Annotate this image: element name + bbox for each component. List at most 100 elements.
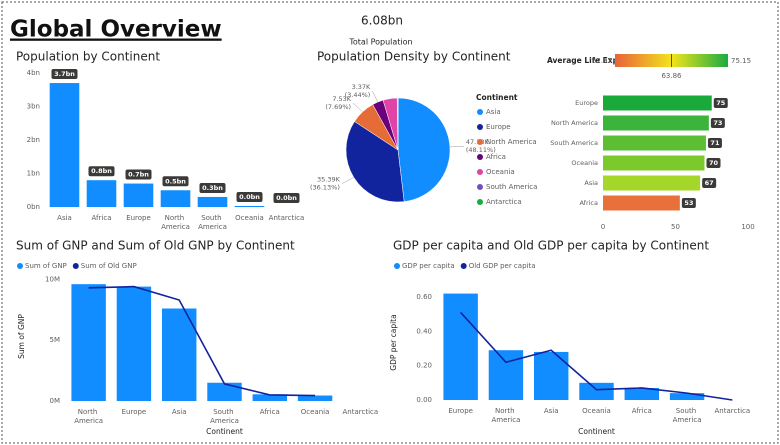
- x-tick-label: Asia: [172, 408, 187, 416]
- value-label: 73: [713, 119, 722, 127]
- x-tick-label: Antarctica: [269, 214, 305, 222]
- slice-percent-label: (3.44%): [345, 91, 371, 99]
- leader-line: [352, 102, 363, 113]
- bar: [579, 382, 614, 400]
- legend-title: Continent: [476, 93, 518, 102]
- legend-label: GDP per capita: [402, 262, 455, 270]
- legend-label: Sum of Old GNP: [81, 262, 137, 270]
- value-label: 3.7bn: [54, 70, 75, 78]
- legend-swatch: [72, 263, 79, 269]
- bar: [71, 284, 106, 401]
- legend-label: Africa: [486, 153, 506, 161]
- legend-swatch: [477, 139, 483, 145]
- value-label-bg: [51, 69, 78, 80]
- y-tick-label: Asia: [584, 179, 598, 187]
- slice-value-label: 3.37K: [352, 83, 371, 91]
- bar: [624, 387, 659, 400]
- value-label-bg: [125, 169, 152, 180]
- y-tick-label: 1bn: [27, 170, 40, 178]
- x-tick-label: Africa: [260, 408, 280, 416]
- bar: [603, 155, 705, 171]
- y-tick-label: 0M: [50, 397, 61, 405]
- y-tick-label: North America: [551, 119, 598, 127]
- chart-title: Population by Continent: [16, 50, 160, 64]
- bar: [534, 351, 569, 400]
- bar: [207, 382, 242, 401]
- leader-line: [372, 90, 379, 103]
- value-label-bg: [199, 182, 226, 193]
- x-axis-title: Continent: [206, 427, 243, 436]
- legend-swatch: [477, 154, 483, 160]
- x-tick-label: Oceania: [235, 214, 264, 222]
- x-tick-label: North America: [161, 214, 190, 231]
- value-label: 53: [684, 199, 693, 207]
- bar: [603, 115, 709, 131]
- legend-label: Asia: [486, 108, 501, 116]
- value-label-bg: [162, 176, 189, 187]
- legend-label: Sum of GNP: [25, 262, 67, 270]
- x-tick-label: Europe: [122, 408, 147, 416]
- x-tick-label: Oceania: [582, 407, 611, 415]
- legend-swatch: [477, 169, 483, 175]
- bar: [162, 308, 197, 401]
- kpi-label: Total Population: [348, 38, 412, 47]
- value-label: 70: [709, 159, 719, 167]
- x-tick-label: 100: [741, 223, 754, 231]
- chart-title: GDP per capita and Old GDP per capita by…: [393, 239, 709, 253]
- bar: [197, 196, 228, 207]
- chart-title: Sum of GNP and Sum of Old GNP by Contine…: [16, 239, 295, 253]
- value-label-bg: [713, 98, 728, 108]
- y-tick-label: Oceania: [571, 159, 598, 167]
- bar: [252, 394, 287, 401]
- legend-label: North America: [486, 138, 537, 146]
- value-label-bg: [710, 118, 725, 128]
- value-label: 0.8bn: [91, 167, 112, 175]
- x-tick-label: 0: [601, 223, 605, 231]
- x-tick-label: Oceania: [301, 408, 330, 416]
- legend-swatch: [477, 109, 483, 115]
- x-tick-label: Asia: [544, 407, 559, 415]
- value-label-bg: [706, 158, 721, 168]
- legend-swatch: [477, 124, 483, 130]
- pie-slice: [397, 97, 451, 202]
- bar: [116, 286, 152, 401]
- value-label: 67: [705, 179, 714, 187]
- legend-swatch: [460, 263, 467, 269]
- y-tick-label: 4bn: [27, 69, 40, 77]
- x-tick-label: South America: [673, 407, 702, 424]
- bar: [603, 175, 701, 191]
- value-label: 0.0bn: [239, 193, 260, 201]
- value-label-bg: [702, 178, 717, 188]
- x-tick-label: Antarctica: [715, 407, 751, 415]
- bar: [488, 350, 524, 400]
- bar: [160, 190, 191, 207]
- page-title: Global Overview: [10, 17, 222, 43]
- slice-percent-label: (36.13%): [310, 184, 340, 192]
- x-tick-label: South America: [210, 408, 239, 425]
- x-tick-label: Asia: [57, 214, 72, 222]
- bar: [123, 183, 154, 207]
- x-tick-label: Africa: [632, 407, 652, 415]
- scale-max: 75.15: [731, 57, 751, 65]
- legend-label: Antarctica: [486, 198, 522, 206]
- line: [88, 285, 316, 397]
- x-tick-label: North America: [491, 407, 520, 424]
- slice-value-label: 35.39K: [317, 176, 341, 184]
- value-label: 0.5bn: [165, 177, 186, 185]
- legend-swatch: [477, 199, 483, 205]
- value-label-bg: [707, 138, 722, 148]
- x-tick-label: Europe: [126, 214, 151, 222]
- value-label: 0.0bn: [276, 194, 297, 202]
- y-tick-label: 10M: [45, 275, 60, 283]
- bar: [603, 195, 680, 211]
- y-tick-label: 0.00: [416, 396, 432, 404]
- y-tick-label: South America: [550, 139, 598, 147]
- chart-title: Average Life Expectancy: [547, 56, 651, 65]
- x-tick-label: North America: [74, 408, 103, 425]
- scale-min: 52.57: [592, 57, 612, 65]
- leader-line: [341, 177, 354, 184]
- y-tick-label: 2bn: [27, 136, 40, 144]
- bar: [49, 83, 80, 207]
- bar: [297, 395, 333, 401]
